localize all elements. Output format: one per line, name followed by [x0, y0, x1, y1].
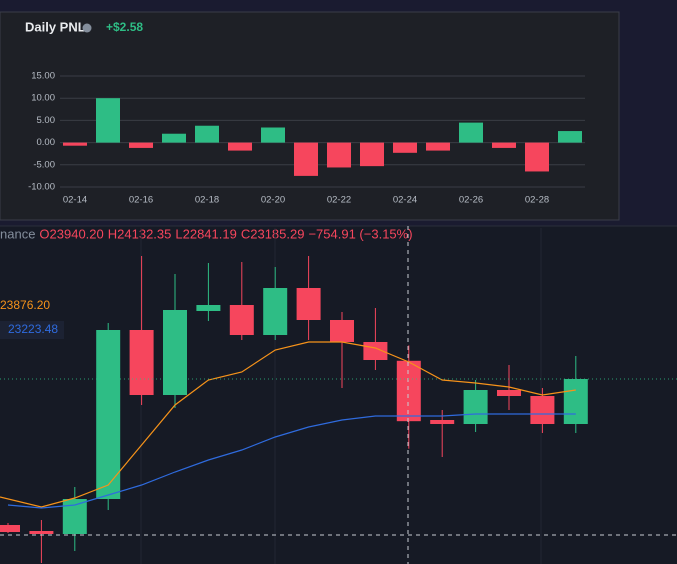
header-text: H24132.35	[108, 226, 172, 241]
header-text: L22841.19	[175, 226, 236, 241]
ma-label-bg	[0, 321, 64, 339]
candle-body	[196, 305, 221, 311]
bar	[129, 142, 153, 148]
bar	[162, 133, 186, 143]
bar	[96, 98, 120, 143]
candle-body	[229, 305, 254, 335]
y-tick-label: -10.00	[28, 182, 55, 193]
candle-body	[430, 420, 455, 424]
pnl-title: Daily PNL	[25, 19, 86, 34]
ma-line	[0, 341, 576, 508]
x-tick-label: 02-28	[525, 195, 549, 206]
candle-body	[396, 360, 421, 422]
bar	[228, 142, 252, 151]
y-tick-label: 10.00	[31, 93, 55, 104]
bar	[261, 127, 285, 143]
header-text: nance	[0, 226, 35, 241]
y-tick-label: -5.00	[33, 159, 55, 170]
bar	[327, 142, 351, 168]
x-tick-label: 02-14	[63, 195, 87, 206]
candle-body	[497, 390, 521, 396]
candle-body	[463, 390, 488, 424]
y-tick-label: 0.00	[37, 137, 56, 148]
kline-header: nance O23940.20 H24132.35 L22841.19 C23185.2…	[0, 226, 413, 241]
info-icon[interactable]	[82, 23, 92, 33]
bar	[63, 142, 87, 146]
x-tick-label: 02-22	[327, 195, 351, 206]
candle-body	[129, 330, 154, 395]
candle-body	[96, 330, 121, 499]
candle-body	[62, 499, 87, 534]
header-text: C23185.29	[241, 226, 305, 241]
bar	[558, 131, 582, 143]
header-text: O23940.20	[39, 226, 103, 241]
x-tick-label: 02-26	[459, 195, 483, 206]
candle-body	[563, 379, 588, 424]
candle-body	[530, 396, 555, 424]
bar	[459, 122, 483, 143]
ma-line	[7, 413, 576, 509]
candle-body	[330, 320, 354, 342]
x-tick-label: 02-20	[261, 195, 285, 206]
bar	[360, 142, 384, 167]
bar	[426, 142, 450, 151]
candle-body	[263, 288, 288, 335]
y-tick-label: 5.00	[37, 115, 56, 126]
ma-label: 23876.20	[0, 298, 50, 312]
header-text: −754.91 (−3.15%)	[308, 226, 412, 241]
x-tick-label: 02-24	[393, 195, 417, 206]
bar	[393, 142, 417, 153]
pnl-panel	[0, 11, 620, 221]
candle-body	[163, 310, 187, 395]
pnl-total: +$2.58	[106, 20, 143, 34]
bar	[195, 125, 219, 143]
candle-body	[29, 531, 54, 534]
y-tick-label: 15.00	[31, 71, 55, 82]
bar	[525, 142, 549, 172]
ma-label: 23223.48	[8, 322, 58, 336]
x-tick-label: 02-16	[129, 195, 153, 206]
candle-body	[0, 525, 20, 532]
candle-body	[296, 288, 321, 320]
x-tick-label: 02-18	[195, 195, 219, 206]
bar	[294, 142, 318, 176]
bar	[492, 142, 516, 148]
